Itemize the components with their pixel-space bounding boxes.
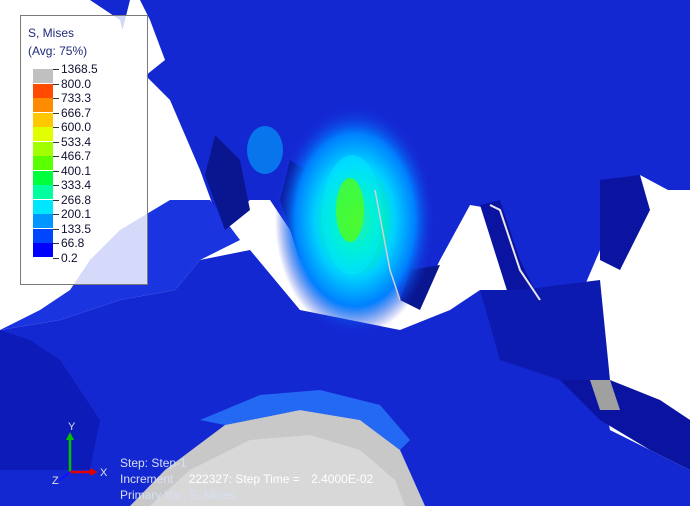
legend-tick bbox=[53, 127, 59, 128]
legend-value: 200.1 bbox=[61, 207, 92, 221]
legend-color-swatch bbox=[33, 185, 53, 199]
legend-tick bbox=[53, 228, 59, 230]
legend-color-swatch bbox=[33, 69, 53, 83]
increment-value: 222327: Step Time = bbox=[188, 472, 300, 486]
legend-color-swatch bbox=[33, 83, 53, 98]
legend-value: 466.7 bbox=[61, 149, 92, 163]
view-triad: Y X Z bbox=[52, 421, 108, 487]
legend-color-swatch bbox=[33, 98, 53, 112]
legend-tick bbox=[53, 156, 59, 157]
legend-value: 400.1 bbox=[61, 163, 92, 178]
legend-tick bbox=[53, 257, 59, 259]
legend-tick bbox=[53, 243, 59, 244]
legend-value: 666.7 bbox=[61, 105, 92, 120]
legend-value: 333.4 bbox=[61, 178, 92, 192]
legend-color-swatch bbox=[33, 156, 53, 170]
legend-tick bbox=[53, 98, 59, 99]
legend-color-swatch bbox=[33, 127, 53, 141]
legend-tick bbox=[53, 170, 59, 172]
triad-x-label: X bbox=[100, 467, 108, 479]
legend-tick bbox=[53, 112, 59, 114]
legend-color-swatch bbox=[33, 170, 53, 185]
legend-color-swatch bbox=[33, 199, 53, 214]
legend-color-swatch bbox=[33, 141, 53, 156]
legend-title: S, Mises bbox=[28, 26, 75, 40]
legend-color-swatch bbox=[33, 214, 53, 228]
legend-tick bbox=[53, 141, 59, 143]
legend-value: 733.3 bbox=[61, 91, 92, 105]
legend-value: 0.2 bbox=[61, 250, 78, 265]
legend-value: 66.8 bbox=[61, 236, 85, 250]
legend-value: 133.5 bbox=[61, 221, 92, 236]
legend-value: 800.0 bbox=[61, 76, 92, 91]
legend-color-swatch bbox=[33, 243, 53, 257]
step-time-value: 2.4000E-02 bbox=[311, 472, 374, 486]
primary-var: Primary Var: S, Mises bbox=[120, 488, 236, 502]
legend-tick bbox=[53, 199, 59, 201]
legend-color-swatch bbox=[33, 228, 53, 243]
contour-legend: S, Mises (Avg: 75%) 1368.5 800.0 733.3 666.… bbox=[20, 15, 148, 285]
triad-z-axis bbox=[59, 471, 71, 481]
legend-value: 533.4 bbox=[61, 134, 92, 149]
legend-tick bbox=[53, 214, 59, 215]
increment-row: Increment 222327: Step Time = 2.4000E-02 bbox=[120, 471, 373, 487]
legend-averaging: (Avg: 75%) bbox=[28, 44, 88, 58]
legend-tick bbox=[53, 185, 59, 186]
increment-label: Increment bbox=[120, 472, 174, 486]
legend-color-swatch bbox=[33, 112, 53, 127]
legend-tick bbox=[53, 69, 59, 70]
step-label: Step: Step-1 bbox=[120, 456, 187, 470]
legend-value: 1368.5 bbox=[61, 62, 98, 76]
step-status: Step: Step-1 Increment 222327: Step Time… bbox=[120, 455, 373, 503]
legend-tick bbox=[53, 83, 59, 85]
legend-value: 266.8 bbox=[61, 192, 92, 207]
triad-z-label: Z bbox=[52, 475, 59, 487]
triad-y-label: Y bbox=[68, 421, 76, 433]
legend-value: 600.0 bbox=[61, 120, 92, 134]
